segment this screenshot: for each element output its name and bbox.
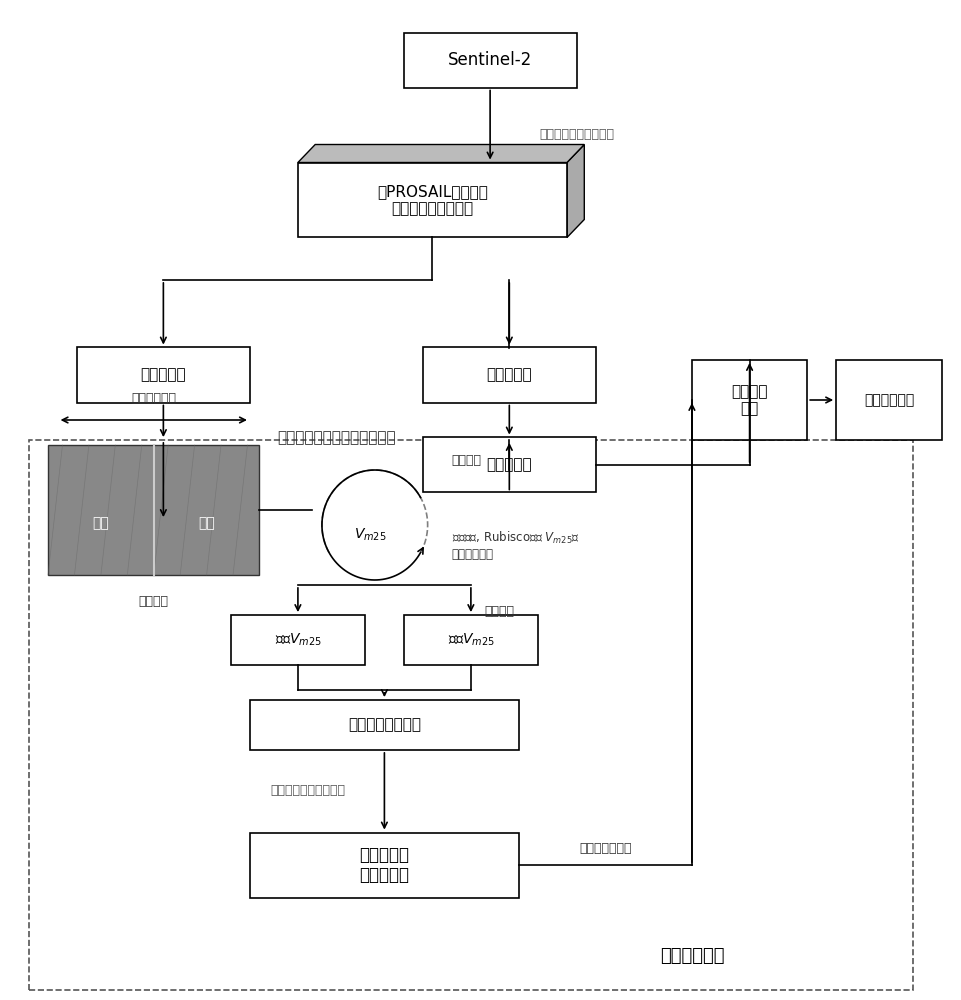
FancyBboxPatch shape: [48, 445, 259, 575]
Text: $V_{m25}$: $V_{m25}$: [354, 527, 386, 543]
Text: 氮素营养
指数: 氮素营养 指数: [731, 384, 768, 416]
FancyBboxPatch shape: [404, 32, 577, 88]
Polygon shape: [567, 144, 584, 237]
Text: 作物冠层光合速率: 作物冠层光合速率: [348, 718, 421, 732]
Text: 阳叶$V_{m25}$: 阳叶$V_{m25}$: [448, 632, 494, 648]
Text: 叶氮含量, Rubisco酶和 $V_{m25}$之
间的机理关系: 叶氮含量, Rubisco酶和 $V_{m25}$之 间的机理关系: [452, 529, 579, 561]
Text: Sentinel-2: Sentinel-2: [448, 51, 532, 69]
Text: 作物生物量
（干物质）: 作物生物量 （干物质）: [359, 846, 409, 884]
FancyBboxPatch shape: [423, 437, 596, 492]
Text: 耦合氮素营养的光合作用模型: 耦合氮素营养的光合作用模型: [277, 430, 396, 445]
Polygon shape: [298, 144, 584, 162]
Text: 阳叶: 阳叶: [92, 516, 110, 530]
FancyBboxPatch shape: [404, 615, 538, 665]
Text: 叶绿素含量: 叶绿素含量: [486, 367, 532, 382]
FancyBboxPatch shape: [423, 347, 596, 402]
FancyBboxPatch shape: [250, 832, 519, 898]
Text: 阴叶: 阴叶: [198, 516, 215, 530]
FancyBboxPatch shape: [298, 162, 567, 237]
Text: 叶面积指数: 叶面积指数: [140, 367, 186, 382]
Text: 氮素垂直分布: 氮素垂直分布: [132, 392, 176, 405]
Text: 叶氮含量: 叶氮含量: [452, 454, 481, 466]
Text: 施肥效用诊断: 施肥效用诊断: [864, 393, 914, 407]
Text: 作物生长模型: 作物生长模型: [659, 947, 725, 965]
Text: 呼吸作用与碳分配模块: 呼吸作用与碳分配模块: [270, 784, 345, 796]
FancyBboxPatch shape: [250, 700, 519, 750]
FancyBboxPatch shape: [836, 360, 942, 440]
Text: 冠层尺度: 冠层尺度: [138, 595, 169, 608]
Text: 预处理（去云、质检）: 预处理（去云、质检）: [539, 128, 614, 141]
Text: 由PROSAIL模型训练
得到的人工神经网络: 由PROSAIL模型训练 得到的人工神经网络: [377, 184, 488, 216]
Text: 叶片尺度: 叶片尺度: [484, 605, 515, 618]
FancyBboxPatch shape: [231, 615, 365, 665]
FancyBboxPatch shape: [77, 347, 250, 402]
Text: 阴叶$V_{m25}$: 阴叶$V_{m25}$: [275, 632, 321, 648]
Text: 冠层氮含量: 冠层氮含量: [486, 458, 532, 473]
FancyBboxPatch shape: [692, 360, 807, 440]
Text: 临界氮稀释曲线: 临界氮稀释曲线: [579, 842, 631, 855]
